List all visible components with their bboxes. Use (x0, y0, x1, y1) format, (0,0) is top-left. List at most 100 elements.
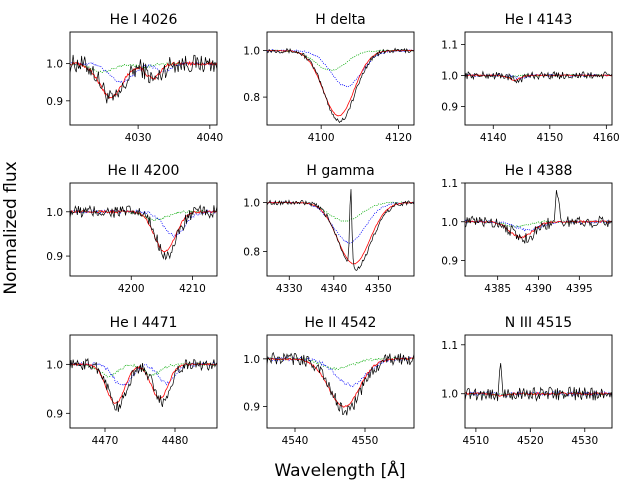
panel-5: He I 4388 4385 4390 4395 0.9 1.0 1.1 (441, 163, 613, 295)
x-tick-label: 4200 (118, 283, 145, 295)
axes-frame (69, 182, 218, 277)
y-tick-label: 1.0 (46, 59, 63, 71)
panel-2: He I 4143 4140 4150 4160 0.9 1.0 1.1 (441, 12, 619, 144)
panel-title: N III 4515 (505, 315, 572, 331)
axes-frame (464, 31, 613, 126)
panel-title: He I 4143 (505, 12, 573, 28)
x-tick-label: 4150 (536, 132, 563, 144)
plot-area (267, 189, 414, 271)
series-comp2 (70, 361, 217, 387)
series-observed (267, 351, 414, 416)
series-comp1 (267, 201, 414, 222)
x-tick-label: 4385 (484, 283, 511, 295)
series-observed (465, 190, 612, 244)
y-tick-label: 0.9 (46, 251, 63, 263)
plot-area (465, 363, 612, 402)
panels-grid: He I 4026 4030 4040 0.9 1.0 H delta 4100 4120 0.… (46, 12, 619, 447)
plot-area (70, 54, 217, 104)
x-tick-label: 4140 (480, 132, 507, 144)
series-model (70, 60, 217, 99)
x-tick-label: 4395 (566, 283, 593, 295)
x-tick-label: 4540 (282, 435, 309, 447)
axes-frame (464, 334, 613, 429)
series-model (267, 357, 414, 408)
panel-4: H gamma 4330 4340 4350 0.8 1.0 (243, 163, 415, 295)
x-tick-label: 4390 (525, 283, 552, 295)
x-tick-label: 4100 (308, 132, 335, 144)
plot-area (267, 47, 414, 124)
y-tick-label: 1.0 (243, 198, 260, 210)
panel-title: He II 4542 (305, 315, 377, 331)
plot-area (465, 190, 612, 244)
panel-title: H gamma (306, 163, 374, 179)
series-comp2 (267, 49, 414, 88)
x-tick-label: 4470 (92, 435, 119, 447)
axes-frame (266, 182, 415, 277)
y-tick-label: 0.8 (243, 247, 260, 259)
x-tick-label: 4030 (125, 132, 152, 144)
series-comp1 (70, 62, 217, 74)
x-tick-label: 4510 (463, 435, 490, 447)
x-tick-label: 4530 (571, 435, 598, 447)
x-tick-label: 4340 (320, 283, 347, 295)
y-tick-label: 0.9 (441, 101, 458, 113)
y-axis-label: Normalized flux (1, 161, 21, 294)
series-model (267, 49, 414, 117)
panel-1: H delta 4100 4120 0.8 1.0 (243, 12, 415, 144)
x-tick-label: 4350 (365, 283, 392, 295)
series-observed (267, 47, 414, 124)
panel-title: He I 4026 (110, 12, 178, 28)
y-tick-label: 1.0 (243, 46, 260, 58)
y-tick-label: 1.0 (441, 70, 458, 82)
y-tick-label: 0.9 (46, 96, 63, 108)
y-tick-label: 1.0 (243, 354, 260, 366)
x-tick-label: 4330 (276, 283, 303, 295)
series-observed (267, 189, 414, 271)
axes-frame (464, 182, 613, 277)
series-comp2 (267, 201, 414, 244)
panel-8: N III 4515 4510 4520 4530 1.0 1.1 (441, 315, 613, 447)
x-tick-label: 4120 (385, 132, 412, 144)
y-tick-label: 1.0 (46, 359, 63, 371)
plot-area (70, 357, 217, 412)
x-tick-label: 4160 (593, 132, 620, 144)
series-model (70, 209, 217, 253)
series-comp1 (267, 356, 414, 371)
y-tick-label: 1.1 (441, 178, 458, 190)
y-tick-label: 0.9 (441, 256, 458, 268)
series-observed (70, 54, 217, 104)
panel-title: He I 4388 (505, 163, 573, 179)
y-tick-label: 0.9 (243, 402, 260, 414)
x-axis-label: Wavelength [Å] (274, 459, 405, 480)
x-tick-label: 4520 (517, 435, 544, 447)
panel-6: He I 4471 4470 4480 0.9 1.0 (46, 315, 218, 447)
x-tick-label: 4550 (352, 435, 379, 447)
axes-frame (69, 334, 218, 429)
plot-area (465, 70, 612, 84)
y-tick-label: 1.0 (441, 389, 458, 401)
y-tick-label: 1.0 (46, 207, 63, 219)
panel-title: He II 4200 (108, 163, 180, 179)
series-model (267, 201, 414, 265)
plot-area (70, 204, 217, 261)
series-observed (70, 204, 217, 261)
x-tick-label: 4480 (162, 435, 189, 447)
axes-frame (266, 334, 415, 429)
panel-3: He II 4200 4200 4210 0.9 1.0 (46, 163, 218, 295)
panel-title: He I 4471 (110, 315, 178, 331)
panel-0: He I 4026 4030 4040 0.9 1.0 (46, 12, 223, 144)
panel-title: H delta (315, 12, 365, 28)
x-tick-label: 4210 (179, 283, 206, 295)
y-tick-label: 1.1 (441, 340, 458, 352)
x-tick-label: 4040 (196, 132, 223, 144)
axes-frame (69, 31, 218, 126)
y-tick-label: 0.8 (243, 92, 260, 104)
y-tick-label: 1.1 (441, 39, 458, 51)
series-observed (70, 357, 217, 412)
y-tick-label: 1.0 (441, 217, 458, 229)
series-comp2 (267, 356, 414, 388)
plot-area (267, 351, 414, 416)
axes-frame (266, 31, 415, 126)
series-observed (465, 363, 612, 402)
